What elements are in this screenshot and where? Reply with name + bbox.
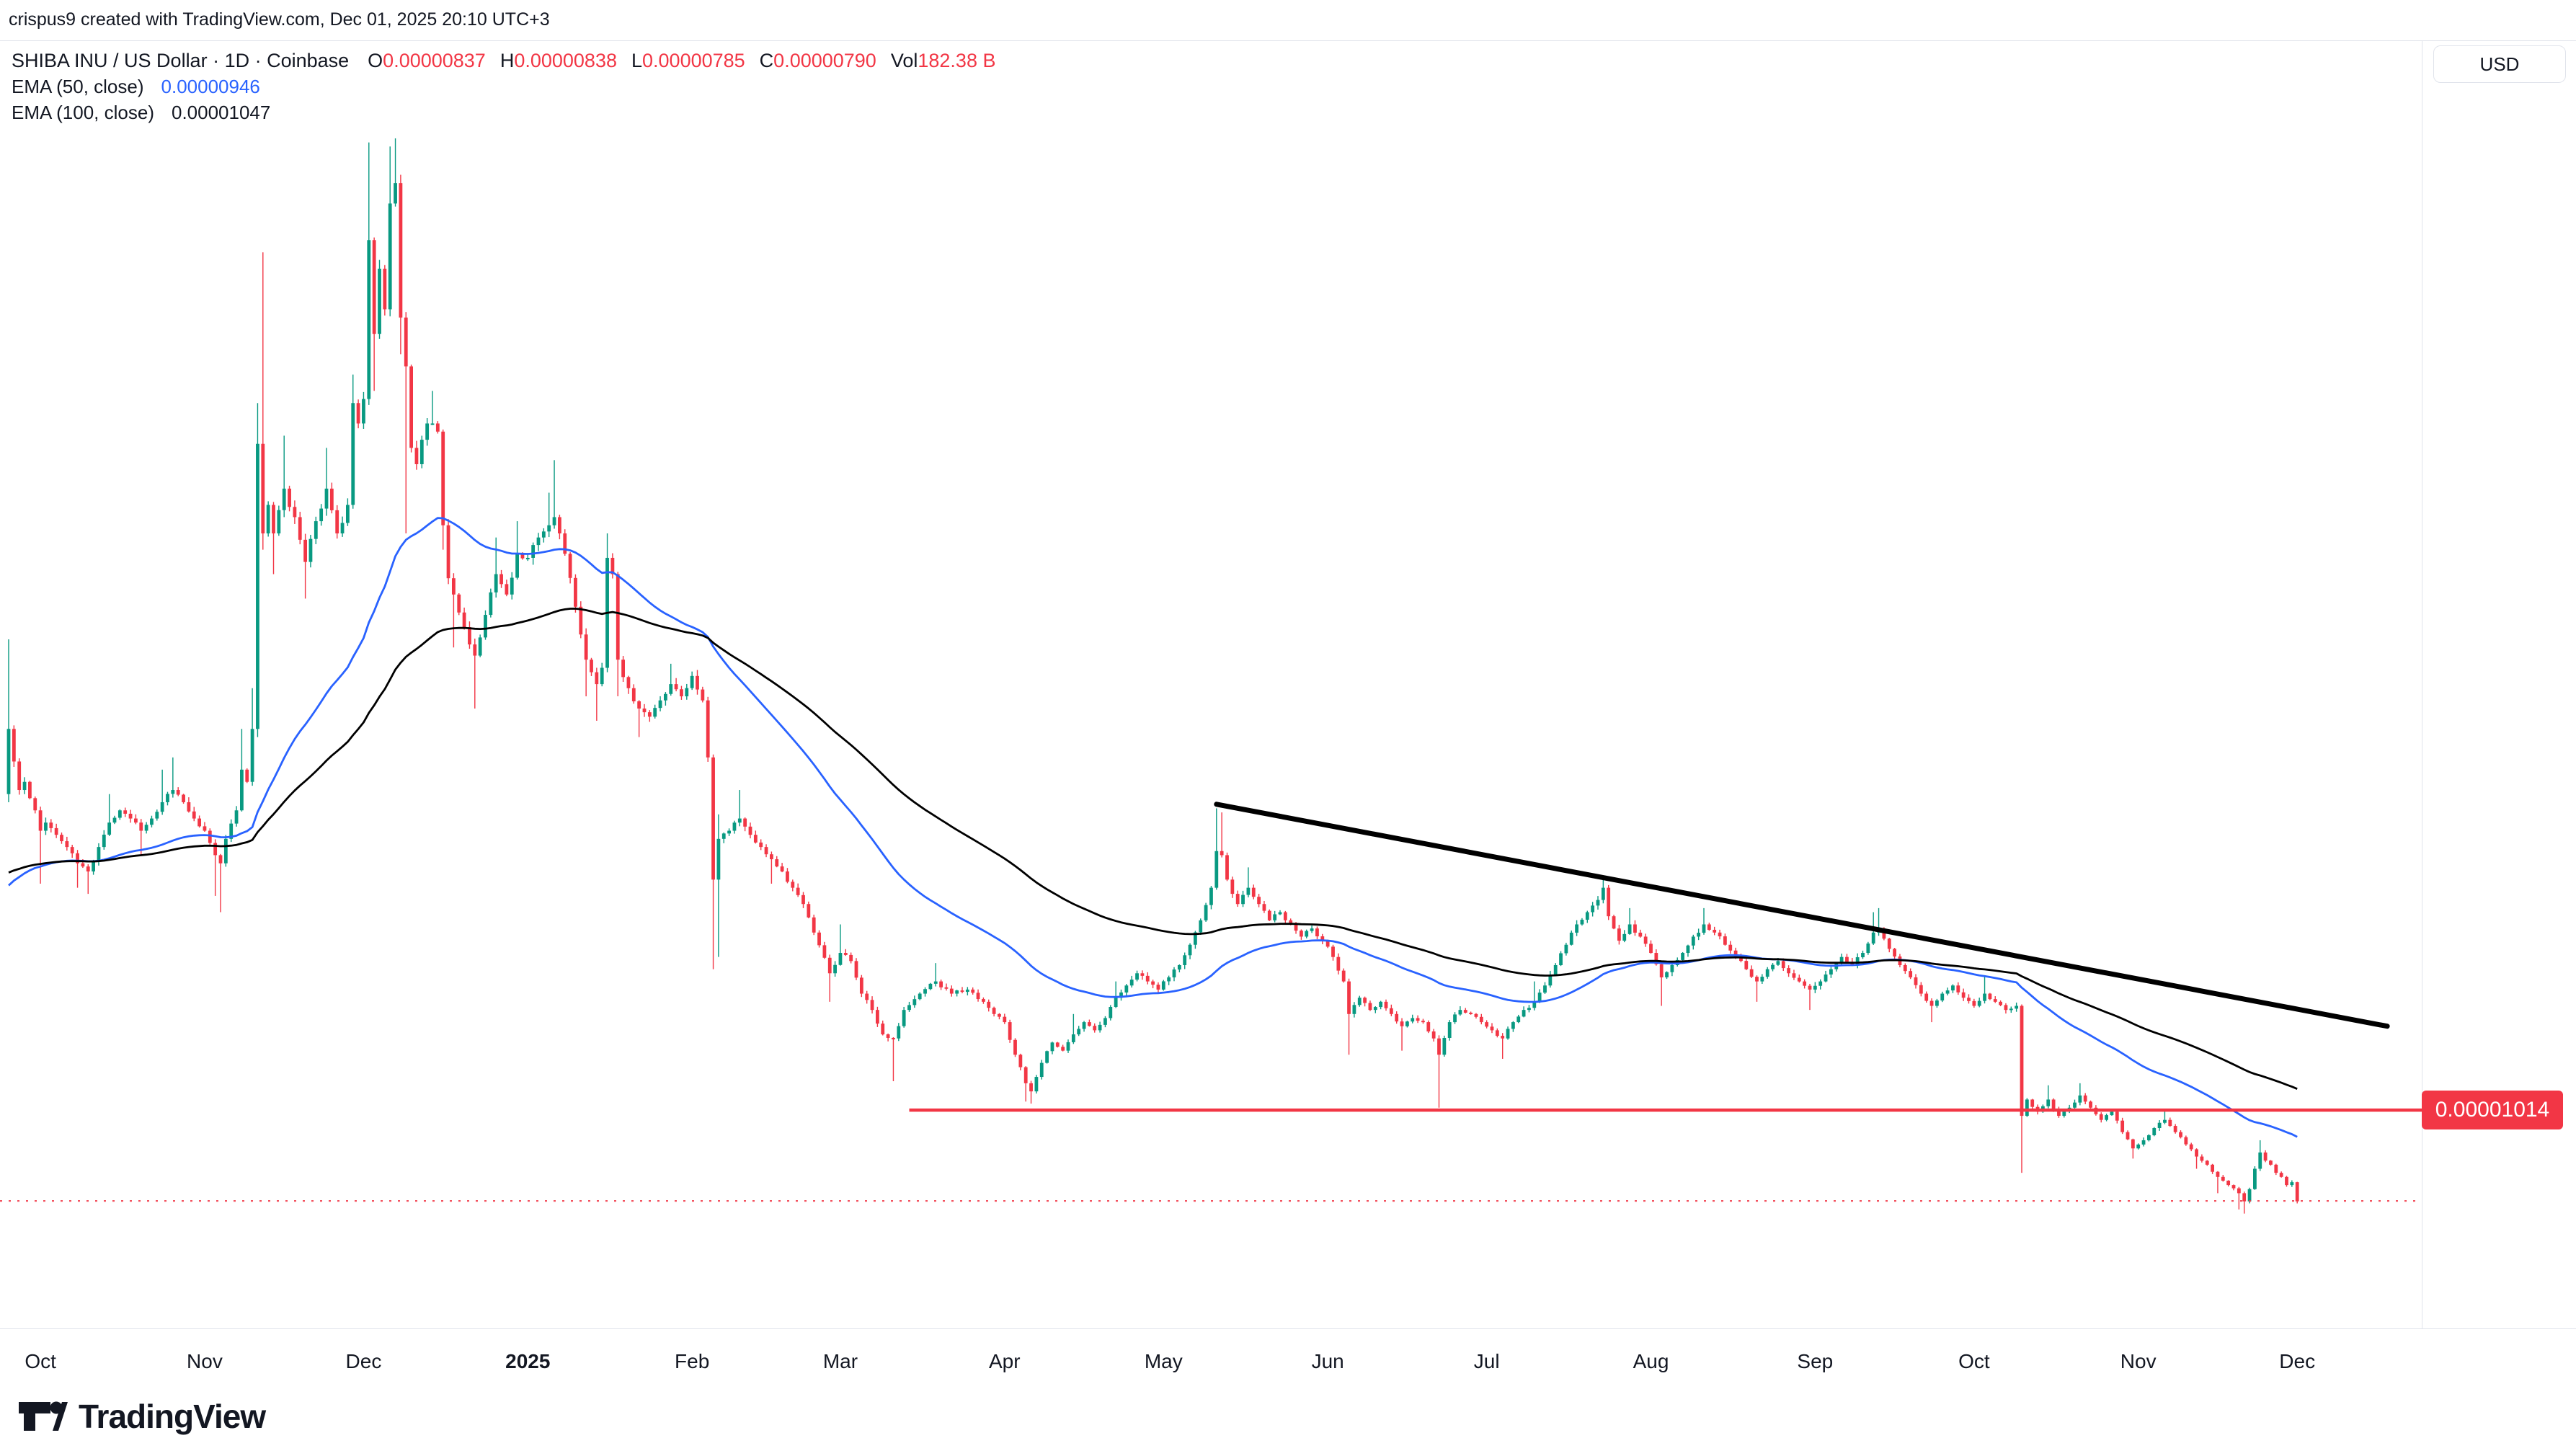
date-axis-label-jun: Jun — [1311, 1350, 1344, 1372]
ema50-line — [8, 517, 2298, 1138]
date-axis-label-aug: Aug — [1633, 1350, 1669, 1372]
candlestick-plot[interactable] — [0, 45, 2422, 1328]
ema50-label: EMA (50, close) — [12, 75, 144, 97]
date-axis-label-may: May — [1144, 1350, 1183, 1372]
date-axis-label-oct: Oct — [25, 1350, 56, 1372]
volume-value: Vol182.38 B — [890, 49, 996, 71]
currency-toggle-button[interactable]: USD — [2433, 45, 2566, 83]
symbol-legend-row[interactable]: SHIBA INU / US Dollar · 1D · Coinbase O0… — [12, 48, 1010, 74]
attribution-text: crispus9 created with TradingView.com, D… — [9, 9, 550, 30]
date-axis-label-jul: Jul — [1473, 1350, 1500, 1372]
date-axis-label-apr: Apr — [989, 1350, 1021, 1372]
date-axis-label-mar: Mar — [822, 1350, 858, 1372]
high-value: H0.00000838 — [499, 49, 617, 71]
date-axis-label-nov: Nov — [187, 1350, 223, 1372]
date-axis-label-oct: Oct — [1958, 1350, 1990, 1372]
ema100-legend-row[interactable]: EMA (100, close) 0.00001047 — [12, 99, 1010, 125]
ema50-value: 0.00000946 — [161, 75, 260, 97]
open-value: O0.00000837 — [368, 49, 486, 71]
date-axis-separator — [0, 1328, 2576, 1329]
date-axis-label-dec: Dec — [2279, 1350, 2316, 1372]
date-axis[interactable]: Oct Nov Dec 2025 Feb Mar Apr May Jun Jul Aug Sep Oct… — [0, 1329, 2422, 1398]
price-axis[interactable]: 0.000034000.000032000.000030000.00002800… — [2422, 40, 2576, 1328]
ema100-value: 0.00001047 — [171, 101, 271, 123]
date-axis-label-2025: 2025 — [505, 1350, 551, 1372]
ema100-line — [8, 608, 2298, 1090]
support-price-label: 0.00001014 — [2422, 1091, 2563, 1130]
tradingview-logo[interactable]: TradingView — [18, 1397, 266, 1436]
date-axis-label-nov: Nov — [2120, 1350, 2157, 1372]
ema100-label: EMA (100, close) — [12, 101, 154, 123]
low-value: L0.00000785 — [631, 49, 745, 71]
descending-trendline — [1214, 802, 2390, 1029]
date-axis-label-sep: Sep — [1797, 1350, 1834, 1372]
chart-legend: SHIBA INU / US Dollar · 1D · Coinbase O0… — [12, 48, 1010, 125]
close-value: C0.00000790 — [759, 49, 876, 71]
date-axis-label-feb: Feb — [675, 1350, 710, 1372]
symbol-title: SHIBA INU / US Dollar · 1D · Coinbase — [12, 49, 350, 71]
tradingview-logo-text: TradingView — [79, 1398, 266, 1435]
tradingview-logo-icon — [19, 1401, 68, 1431]
top-attribution-bar — [0, 0, 2576, 41]
date-axis-label-dec: Dec — [345, 1350, 382, 1372]
ema50-legend-row[interactable]: EMA (50, close) 0.00000946 — [12, 74, 1010, 99]
